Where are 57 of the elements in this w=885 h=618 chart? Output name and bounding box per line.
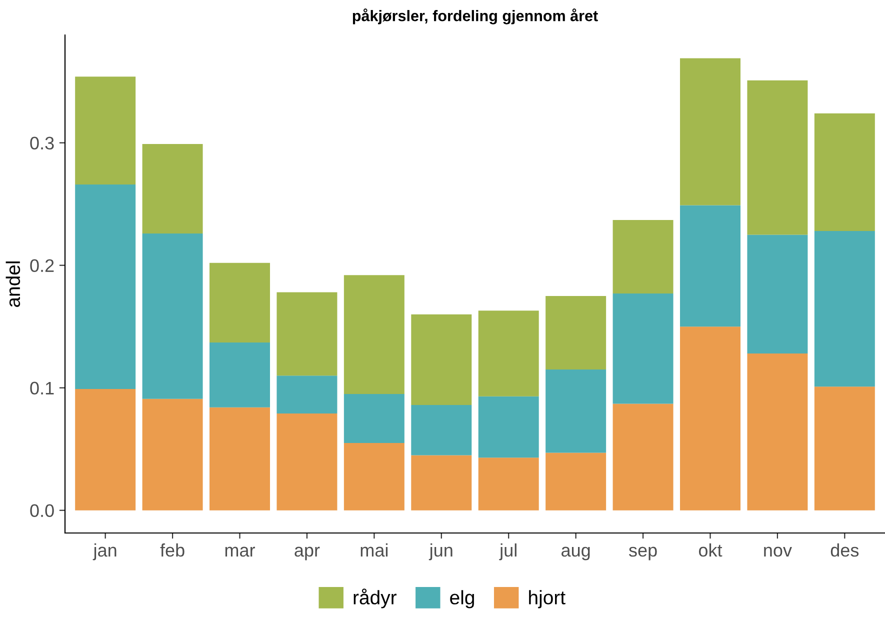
bar (210, 407, 270, 510)
bar (344, 275, 404, 394)
bar (612, 293, 674, 404)
bar (814, 386, 875, 510)
bar (612, 220, 674, 294)
legend-label: rådyr (354, 588, 396, 608)
x-tick-label: nov (764, 546, 792, 557)
x-tick-label: jan (92, 543, 116, 560)
bar (210, 342, 270, 408)
x-tick-label: okt (698, 543, 722, 557)
bar (680, 205, 740, 327)
x-tick-label: jul (499, 543, 516, 560)
legend-label: hjort (529, 590, 566, 608)
bar (210, 262, 270, 342)
bar (478, 396, 539, 458)
bar (276, 376, 338, 414)
bar (142, 144, 203, 234)
bar (747, 354, 808, 510)
x-tick-label: mai (360, 543, 388, 557)
x-tick-label: sep (628, 546, 657, 560)
bar (814, 231, 875, 387)
y-tick-label: 0.3 (30, 136, 54, 150)
bar (546, 369, 606, 453)
bar (142, 233, 203, 399)
bar (75, 389, 136, 510)
bar (344, 394, 404, 443)
bar (276, 292, 338, 376)
bar (747, 234, 808, 354)
y-tick-label: 0.0 (30, 504, 54, 518)
x-tick-label: aug (562, 546, 590, 560)
y-axis-title: andel (6, 262, 20, 307)
bar (747, 80, 808, 235)
bar (411, 455, 472, 510)
bar (680, 326, 740, 510)
bar (276, 414, 338, 510)
bar (344, 442, 404, 510)
y-tick-label: 0.2 (30, 259, 54, 272)
bar (142, 398, 203, 510)
bar (411, 404, 472, 456)
x-tick-label: feb (160, 543, 184, 557)
legend-label: elg (450, 590, 474, 608)
x-tick-label: mar (225, 546, 256, 557)
x-tick-label: des (830, 543, 859, 557)
y-tick-label: 0.1 (30, 382, 54, 395)
x-tick-label: apr (294, 546, 320, 560)
bar (478, 458, 539, 510)
bar (612, 404, 674, 510)
bar (546, 452, 606, 510)
x-tick-label: jun (428, 543, 452, 560)
bar (75, 184, 136, 390)
bar (478, 310, 539, 396)
bar (546, 296, 606, 370)
bar (814, 113, 875, 232)
chart-title: påkjørsler, fordeling gjennom året (352, 8, 598, 24)
bar (680, 58, 740, 206)
bar (411, 314, 472, 405)
bar (75, 76, 136, 184)
